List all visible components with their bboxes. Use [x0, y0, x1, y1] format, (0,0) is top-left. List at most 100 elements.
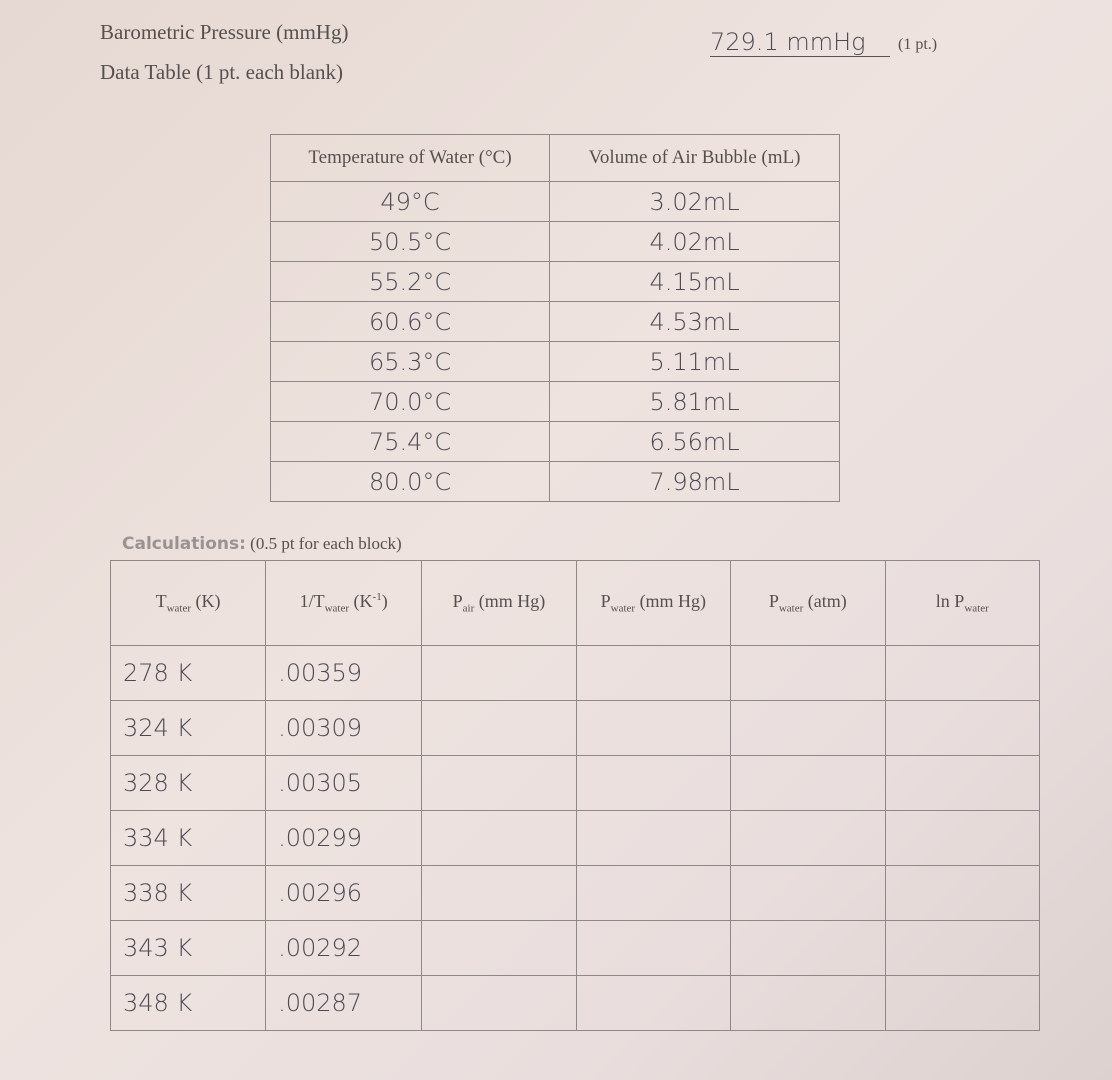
blank-cell [730, 810, 886, 866]
blank-cell [730, 865, 886, 921]
blank-cell [421, 865, 577, 921]
header-text: 1/T [299, 591, 325, 612]
calc-heading: Calculations: (0.5 pt for each block) [122, 534, 402, 554]
blank-cell [884, 975, 1041, 1031]
header-text: P [452, 591, 463, 612]
data-cell: 60.6°C [269, 301, 551, 342]
blank-cell [575, 865, 732, 921]
blank-cell [884, 645, 1041, 701]
data-cell: 75.4°C [269, 421, 551, 462]
data-cell: 4.15mL [549, 261, 840, 302]
pressure-label: Barometric Pressure (mmHg) [100, 20, 349, 44]
blank-cell [884, 700, 1041, 756]
column-header: Volume of Air Bubble (mL) [549, 134, 840, 182]
data-cell: 4.02mL [549, 221, 840, 262]
blank-cell [884, 755, 1041, 811]
data-row: 60.6°C 4.53mL [269, 301, 840, 342]
column-header: Pwater (mm Hg) [575, 560, 732, 646]
column-header: Temperature of Water (°C) [269, 134, 551, 182]
data-row: 80.0°C 7.98mL [269, 461, 840, 502]
column-header: 1/Twater (K-1) [265, 560, 423, 646]
header-text: water [610, 602, 636, 615]
header-text: water [964, 602, 989, 615]
blank-cell [730, 645, 886, 701]
blank-cell [421, 975, 577, 1031]
data-row: 49°C 3.02mL [269, 181, 840, 222]
calc-cell: 328 K [109, 755, 267, 811]
header-text: (K) [191, 591, 221, 612]
blank-cell [421, 920, 577, 976]
column-header: Pwater (atm) [730, 560, 886, 646]
calc-cell: .00287 [265, 975, 423, 1031]
data-row: 65.3°C 5.11mL [269, 341, 840, 382]
header-text: ) [381, 591, 388, 612]
data-cell: 6.56mL [549, 421, 840, 462]
header-text: (mm Hg) [474, 591, 546, 612]
column-header: ln Pwater [884, 560, 1041, 646]
blank-cell [575, 645, 732, 701]
header-text: air [462, 602, 475, 615]
header-text: water [166, 602, 191, 615]
blank-cell [575, 975, 732, 1031]
calc-cell: 324 K [109, 700, 267, 756]
calc-row: 324 K .00309 [109, 700, 1041, 756]
blank-cell [575, 700, 732, 756]
data-cell: 49°C [269, 181, 551, 222]
header-row: Twater (K) 1/Twater (K-1) Pair (mm Hg) Pwat… [109, 560, 1041, 646]
data-row: 50.5°C 4.02mL [269, 221, 840, 262]
header-text: ln P [935, 591, 965, 612]
calc-row: 343 K .00292 [109, 920, 1041, 976]
pressure-value: 729.1 mmHg [710, 28, 890, 57]
calc-cell: 348 K [109, 975, 267, 1031]
blank-cell [421, 755, 577, 811]
table-label: Data Table (1 pt. each blank) [100, 60, 344, 84]
data-table: Temperature of Water (°C) Volume of Air B… [269, 134, 840, 502]
calc-cell: .00299 [265, 810, 423, 866]
header-text: T [155, 591, 167, 612]
calc-row: 348 K .00287 [109, 975, 1041, 1031]
calc-cell: 334 K [109, 810, 267, 866]
data-cell: 65.3°C [269, 341, 551, 382]
blank-cell [730, 975, 886, 1031]
data-row: 55.2°C 4.15mL [269, 261, 840, 302]
data-cell: 5.81mL [549, 381, 840, 422]
header-text: water [324, 602, 350, 615]
calc-cell: .00359 [265, 645, 423, 701]
header-text: P [600, 591, 611, 612]
calc-cell: 343 K [109, 920, 267, 976]
calc-table: Twater (K) 1/Twater (K-1) Pair (mm Hg) Pwat… [109, 560, 1041, 1031]
header-text: (mm Hg) [635, 591, 707, 612]
data-cell: 55.2°C [269, 261, 551, 302]
calc-title: Calculations: [122, 534, 246, 554]
blank-cell [730, 700, 886, 756]
blank-cell [421, 700, 577, 756]
calc-cell: 338 K [109, 865, 267, 921]
calc-cell: .00309 [265, 700, 423, 756]
data-cell: 3.02mL [549, 181, 840, 222]
calc-row: 338 K .00296 [109, 865, 1041, 921]
header-text: (atm) [803, 591, 847, 612]
calc-row: 334 K .00299 [109, 810, 1041, 866]
calc-points: (0.5 pt for each block) [250, 534, 402, 553]
data-cell: 4.53mL [549, 301, 840, 342]
blank-cell [421, 810, 577, 866]
blank-cell [575, 810, 732, 866]
blank-cell [730, 920, 886, 976]
blank-cell [884, 865, 1041, 921]
data-cell: 80.0°C [269, 461, 551, 502]
calc-row: 328 K .00305 [109, 755, 1041, 811]
data-row: 75.4°C 6.56mL [269, 421, 840, 462]
blank-cell [884, 810, 1041, 866]
data-cell: 50.5°C [269, 221, 551, 262]
data-cell: 5.11mL [549, 341, 840, 382]
blank-cell [575, 755, 732, 811]
calc-row: 278 K .00359 [109, 645, 1041, 701]
header-text: (K [349, 591, 373, 612]
blank-cell [575, 920, 732, 976]
data-row: 70.0°C 5.81mL [269, 381, 840, 422]
blank-cell [884, 920, 1041, 976]
data-cell: 70.0°C [269, 381, 551, 422]
calc-cell: 278 K [109, 645, 267, 701]
